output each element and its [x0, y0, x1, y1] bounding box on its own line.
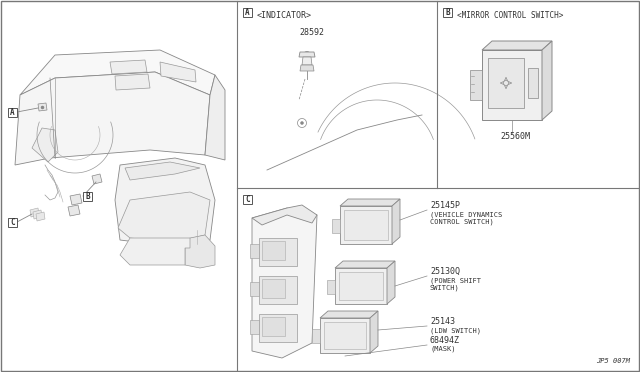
Polygon shape	[320, 318, 370, 353]
Polygon shape	[15, 72, 210, 165]
Bar	[83, 192, 92, 201]
Circle shape	[303, 51, 310, 58]
Polygon shape	[262, 279, 285, 298]
Text: 25560M: 25560M	[500, 132, 530, 141]
Bar	[243, 8, 252, 17]
Text: (POWER SHIFT: (POWER SHIFT	[430, 277, 481, 283]
Polygon shape	[250, 244, 259, 258]
Polygon shape	[252, 205, 317, 225]
Polygon shape	[259, 314, 297, 342]
Polygon shape	[339, 272, 383, 300]
Text: A: A	[10, 108, 15, 117]
Polygon shape	[302, 57, 312, 65]
Polygon shape	[20, 50, 215, 95]
Polygon shape	[300, 65, 314, 71]
Polygon shape	[92, 174, 102, 184]
Text: 25143: 25143	[430, 317, 455, 326]
Polygon shape	[250, 282, 259, 296]
Polygon shape	[36, 212, 45, 221]
Polygon shape	[252, 208, 317, 358]
Polygon shape	[262, 241, 285, 260]
Polygon shape	[299, 52, 315, 57]
Text: <INDICATOR>: <INDICATOR>	[257, 12, 312, 20]
Text: 25145P: 25145P	[430, 201, 460, 210]
Polygon shape	[259, 238, 297, 266]
Text: (VEHICLE DYNAMICS: (VEHICLE DYNAMICS	[430, 211, 502, 218]
Polygon shape	[470, 70, 482, 100]
Polygon shape	[185, 235, 215, 268]
Polygon shape	[110, 60, 147, 74]
Polygon shape	[32, 128, 58, 162]
Polygon shape	[335, 268, 387, 304]
Text: A: A	[245, 8, 250, 17]
Text: SWITCH): SWITCH)	[430, 285, 460, 291]
Polygon shape	[160, 62, 196, 82]
Circle shape	[501, 78, 511, 88]
Polygon shape	[327, 280, 335, 294]
Polygon shape	[387, 261, 395, 304]
Polygon shape	[38, 103, 47, 111]
Polygon shape	[259, 276, 297, 304]
Polygon shape	[320, 311, 378, 318]
Polygon shape	[115, 158, 215, 250]
Text: (LDW SWITCH): (LDW SWITCH)	[430, 327, 481, 334]
Bar	[443, 8, 452, 17]
Polygon shape	[70, 194, 82, 205]
Circle shape	[301, 122, 303, 125]
Text: <MIRROR CONTROL SWITCH>: <MIRROR CONTROL SWITCH>	[457, 12, 563, 20]
Polygon shape	[344, 210, 388, 240]
Bar	[8, 108, 17, 117]
Polygon shape	[205, 75, 225, 160]
Text: C: C	[10, 218, 15, 227]
Polygon shape	[488, 58, 524, 108]
Polygon shape	[340, 206, 392, 244]
Polygon shape	[482, 41, 552, 50]
Polygon shape	[528, 68, 538, 98]
Polygon shape	[482, 50, 542, 120]
Polygon shape	[30, 208, 39, 217]
Polygon shape	[120, 238, 190, 265]
Text: (MASK): (MASK)	[430, 346, 456, 353]
Circle shape	[494, 71, 518, 95]
Text: 28592: 28592	[299, 28, 324, 37]
Polygon shape	[392, 199, 400, 244]
Bar	[8, 218, 17, 227]
Text: 25130Q: 25130Q	[430, 267, 460, 276]
Text: JP5 007M: JP5 007M	[596, 358, 630, 364]
Polygon shape	[370, 311, 378, 353]
Polygon shape	[125, 162, 200, 180]
Text: C: C	[245, 195, 250, 204]
Polygon shape	[542, 41, 552, 120]
Text: 68494Z: 68494Z	[430, 336, 460, 345]
Text: B: B	[445, 8, 450, 17]
Polygon shape	[115, 74, 150, 90]
Polygon shape	[312, 329, 320, 343]
Polygon shape	[68, 205, 80, 216]
Polygon shape	[335, 261, 395, 268]
Polygon shape	[250, 320, 259, 334]
Bar	[243, 195, 252, 204]
Polygon shape	[262, 317, 285, 336]
Text: B: B	[85, 192, 90, 201]
Text: CONTROL SWITCH): CONTROL SWITCH)	[430, 218, 493, 225]
Polygon shape	[33, 210, 42, 219]
Polygon shape	[340, 199, 400, 206]
Polygon shape	[118, 192, 210, 242]
Polygon shape	[324, 322, 366, 349]
Polygon shape	[332, 219, 340, 233]
